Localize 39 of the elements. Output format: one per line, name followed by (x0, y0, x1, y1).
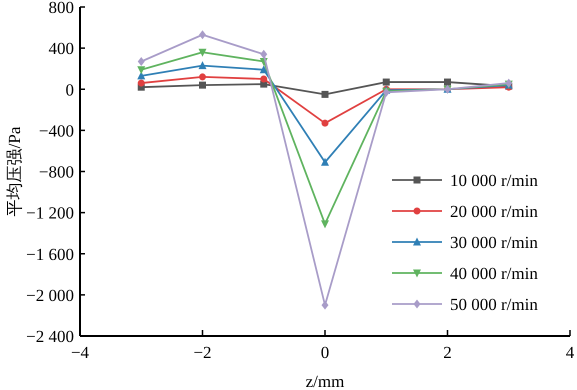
y-tick-label: −2 400 (26, 327, 74, 346)
point (198, 48, 206, 57)
x-tick-label: −4 (70, 343, 90, 362)
x-axis-title: z/mm (306, 372, 344, 390)
point (321, 220, 329, 228)
point (322, 300, 328, 310)
y-axis-title: 平均压强/Pa (5, 126, 24, 216)
y-tick-label: −400 (38, 121, 74, 140)
point (321, 158, 329, 166)
point (138, 80, 145, 87)
y-tick-label: 0 (66, 80, 74, 100)
point (199, 30, 206, 40)
legend-label: 10 000 r/min (450, 171, 538, 190)
y-tick-label: 800 (48, 0, 74, 17)
x-tick-label: −2 (193, 343, 212, 362)
point (444, 78, 451, 86)
point (138, 56, 145, 66)
point (322, 120, 328, 127)
y-tick-label: −2 000 (26, 286, 74, 305)
y-tick-label: −800 (38, 162, 74, 182)
point (260, 65, 268, 74)
y-tick-label: 400 (48, 39, 74, 58)
y-tick-label: −1 600 (26, 244, 74, 264)
point (322, 90, 328, 98)
point (199, 82, 206, 89)
legend-label: 20 000 r/min (450, 202, 538, 221)
point (199, 73, 206, 80)
point (198, 61, 206, 70)
point (382, 78, 390, 86)
x-tick-label: 2 (443, 343, 452, 362)
x-tick-label: 0 (320, 343, 330, 362)
legend-label: 30 000 r/min (450, 233, 538, 252)
point (137, 66, 146, 74)
x-tick-label: 4 (566, 343, 575, 362)
point (260, 50, 268, 59)
point (260, 75, 268, 82)
legend-label: 50 000 r/min (450, 295, 538, 314)
legend-label: 40 000 r/min (450, 264, 538, 283)
y-tick-label: −1 200 (26, 204, 74, 223)
